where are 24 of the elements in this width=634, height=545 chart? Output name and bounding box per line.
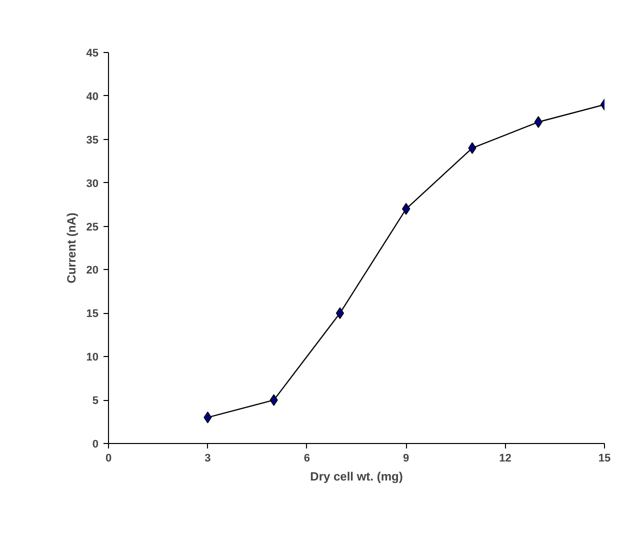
point bbox=[534, 116, 542, 128]
x-tick-label: 3 bbox=[204, 452, 211, 464]
y-tick-label: 10 bbox=[86, 352, 99, 364]
y-tick-label: 40 bbox=[86, 90, 99, 103]
x-tick-label: 12 bbox=[499, 452, 512, 464]
y-tick-label: 20 bbox=[86, 264, 99, 277]
y-tick-label: 30 bbox=[86, 178, 99, 190]
point bbox=[336, 307, 344, 320]
x-tick-label: 9 bbox=[403, 452, 410, 464]
y-tick-label: 0 bbox=[92, 438, 99, 450]
y-axis-title: Current (nA) bbox=[64, 212, 78, 284]
y-tick-label: 15 bbox=[86, 308, 99, 320]
y-tick-label: 45 bbox=[86, 48, 99, 60]
y-tick-label: 35 bbox=[86, 134, 99, 146]
x-axis-title: Dry cell wt. (mg) bbox=[310, 470, 403, 484]
y-tick-label: 25 bbox=[86, 221, 99, 234]
x-tick-label: 0 bbox=[105, 452, 112, 464]
point bbox=[468, 142, 476, 154]
point bbox=[402, 203, 410, 215]
x-tick-label: 6 bbox=[304, 452, 310, 464]
point bbox=[270, 394, 278, 406]
x-tick-label: 15 bbox=[598, 452, 611, 464]
y-tick-label: 5 bbox=[92, 395, 99, 408]
point bbox=[204, 412, 212, 424]
